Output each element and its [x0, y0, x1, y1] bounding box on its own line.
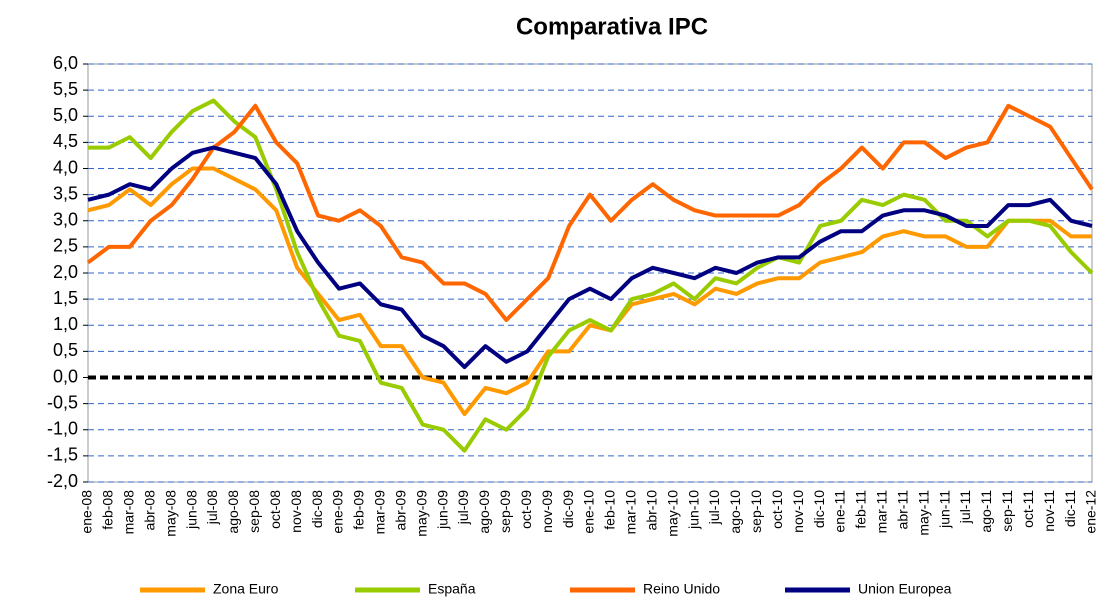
x-tick-label: oct-10: [769, 490, 785, 529]
x-tick-label: jun-11: [936, 490, 952, 529]
y-tick-label: -1,0: [47, 419, 78, 439]
legend-label: España: [428, 581, 476, 597]
x-tick-label: nov-09: [539, 490, 555, 533]
series-line: [88, 98, 1094, 453]
x-tick-label: jul-08: [204, 490, 220, 525]
x-tick-label: may-09: [413, 490, 429, 537]
series-line: [86, 103, 1094, 323]
x-tick-label: nov-10: [790, 490, 806, 533]
x-tick-label: oct-09: [518, 490, 534, 529]
x-tick-label: dic-09: [560, 490, 576, 528]
y-tick-label: 2,5: [53, 236, 78, 256]
x-tick-label: sep-11: [999, 490, 1015, 532]
x-tick-label: sep-09: [497, 490, 513, 533]
x-tick-label: nov-11: [1041, 490, 1057, 532]
x-tick-label: jul-10: [706, 490, 722, 525]
x-tick-label: abr-11: [894, 490, 910, 530]
x-tick-label: ene-09: [330, 490, 346, 534]
x-tick-label: oct-08: [267, 490, 283, 529]
y-tick-label: 5,5: [53, 79, 78, 99]
x-tick-label: may-08: [162, 490, 178, 537]
x-tick-label: feb-10: [602, 490, 618, 530]
x-tick-label: sep-08: [246, 490, 262, 533]
x-tick-label: ago-11: [978, 490, 994, 533]
x-tick-label: ago-10: [727, 490, 743, 534]
x-tick-label: oct-11: [1020, 490, 1036, 528]
y-tick-label: 6,0: [53, 53, 78, 73]
x-tick-label: jun-09: [434, 490, 450, 530]
y-tick-label: -2,0: [47, 471, 78, 491]
x-tick-label: mar-10: [623, 490, 639, 535]
chart-title: Comparativa IPC: [516, 13, 708, 40]
y-tick-label: -0,5: [47, 392, 78, 412]
legend-label: Zona Euro: [213, 581, 279, 597]
x-tick-label: may-10: [664, 490, 680, 537]
x-tick-label: ene-11: [832, 490, 848, 533]
x-tick-label: dic-11: [1062, 490, 1078, 527]
x-tick-label: jul-09: [455, 490, 471, 525]
y-tick-label: 0,0: [53, 366, 78, 386]
legend-label: Union Europea: [858, 581, 952, 597]
y-tick-label: 1,0: [53, 314, 78, 334]
y-tick-label: 5,0: [53, 105, 78, 125]
x-tick-label: ene-08: [79, 490, 95, 534]
series-line: [87, 166, 1092, 417]
x-tick-label: ago-08: [225, 490, 241, 534]
x-tick-label: feb-11: [853, 490, 869, 529]
y-tick-label: 4,5: [53, 131, 78, 151]
x-tick-label: jun-10: [685, 490, 701, 530]
x-tick-label: feb-08: [100, 490, 116, 530]
x-tick-label: abr-10: [643, 490, 659, 531]
x-tick-label: jun-08: [183, 490, 199, 530]
x-tick-label: dic-10: [811, 490, 827, 528]
x-tick-label: abr-08: [141, 490, 157, 531]
x-tick-label: ene-10: [581, 490, 597, 534]
y-tick-label: 1,5: [53, 288, 78, 308]
y-tick-label: 4,0: [53, 157, 78, 177]
x-tick-label: mar-08: [121, 490, 137, 535]
y-tick-label: 3,0: [53, 210, 78, 230]
x-tick-label: ene-12: [1083, 490, 1099, 534]
x-tick-label: dic-08: [309, 490, 325, 528]
series-line: [87, 145, 1093, 370]
x-tick-label: ago-09: [476, 490, 492, 534]
x-tick-label: mar-11: [874, 490, 890, 534]
x-tick-label: jul-11: [957, 490, 973, 524]
y-tick-label: 0,5: [53, 340, 78, 360]
x-tick-label: nov-08: [288, 490, 304, 533]
y-tick-label: -1,5: [47, 445, 78, 465]
x-tick-label: may-11: [915, 490, 931, 536]
x-tick-label: feb-09: [351, 490, 367, 530]
x-tick-label: mar-09: [372, 490, 388, 535]
y-tick-label: 3,5: [53, 183, 78, 203]
y-tick-label: 2,0: [53, 262, 78, 282]
x-tick-label: abr-09: [392, 490, 408, 531]
x-tick-label: sep-10: [748, 490, 764, 533]
legend-label: Reino Unido: [643, 581, 720, 597]
